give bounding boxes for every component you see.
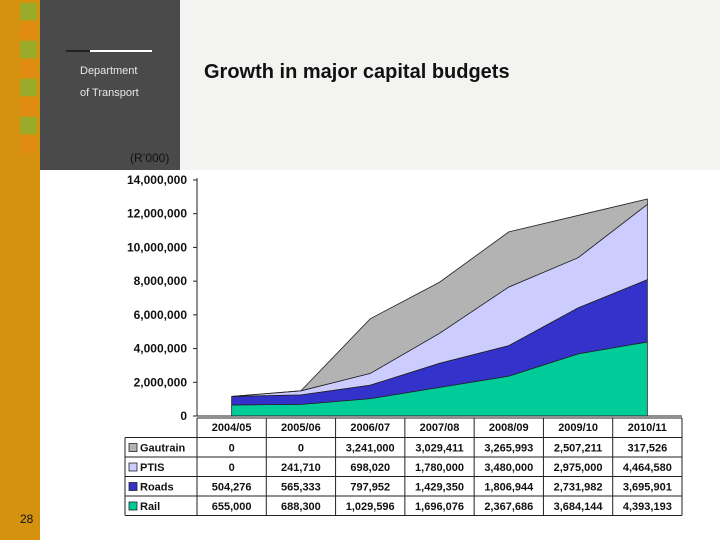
decor-square — [20, 22, 37, 39]
x-tick-label: 2009/10 — [558, 422, 598, 434]
data-label: 2,367,686 — [484, 501, 533, 513]
x-tick-label: 2008/09 — [489, 422, 529, 434]
data-label: 3,695,901 — [623, 482, 672, 494]
legend-label: Rail — [140, 501, 160, 513]
data-label: 0 — [298, 443, 304, 455]
department-rule — [66, 50, 152, 52]
y-tick-label: 8,000,000 — [134, 274, 188, 288]
x-tick-label: 2006/07 — [350, 422, 390, 434]
data-label: 1,029,596 — [346, 501, 395, 513]
legend-label: Gautrain — [140, 443, 186, 455]
decor-square — [20, 41, 37, 58]
y-tick-label: 6,000,000 — [134, 308, 188, 322]
data-label: 3,684,144 — [554, 501, 604, 513]
y-tick-label: 4,000,000 — [134, 342, 188, 356]
y-tick-label: 0 — [180, 409, 187, 423]
area-gautrain — [231, 198, 648, 397]
unit-label: (R’000) — [130, 151, 170, 165]
decor-square — [20, 117, 37, 134]
data-label: 1,806,944 — [484, 482, 534, 494]
data-label: 317,526 — [627, 443, 667, 455]
data-label: 4,393,193 — [623, 501, 672, 513]
page-title: Growth in major capital budgets — [204, 61, 510, 83]
data-label: 504,276 — [212, 482, 252, 494]
legend-swatch — [128, 462, 138, 472]
data-label: 2,507,211 — [554, 443, 602, 455]
x-tick-label: 2010/11 — [628, 422, 667, 434]
y-axis: 0 2,000,000 4,000,000 6,000,000 8,000,000 10,… — [127, 173, 682, 423]
data-table: 2004/05 2005/06 2006/07 2007/08 2008/09 2009/… — [124, 417, 683, 516]
decor-square — [20, 79, 37, 96]
y-tick-label: 12,000,000 — [127, 207, 187, 221]
x-tick-label: 2004/05 — [212, 422, 252, 434]
slide-number: 28 — [20, 512, 34, 526]
legend-swatch — [128, 501, 138, 511]
department-label: Department — [80, 65, 138, 77]
decor-square — [20, 3, 37, 20]
y-tick-label: 14,000,000 — [127, 173, 187, 187]
data-label: 3,029,411 — [415, 443, 463, 455]
decor-square — [20, 136, 37, 153]
legend-swatch — [128, 482, 138, 491]
data-label: 2,975,000 — [554, 462, 603, 474]
data-label: 565,333 — [281, 482, 321, 494]
data-label: 1,780,000 — [415, 462, 464, 474]
department-label-2: of Transport — [80, 87, 139, 99]
data-label: 1,696,076 — [415, 501, 464, 513]
data-label: 4,464,580 — [623, 462, 672, 474]
data-label: 2,731,982 — [554, 482, 603, 494]
y-tick-label: 2,000,000 — [134, 375, 188, 389]
plot-area — [231, 198, 648, 417]
data-label: 688,300 — [281, 501, 321, 513]
data-label: 3,480,000 — [484, 462, 533, 474]
legend-label: Roads — [140, 482, 174, 494]
decor-square — [20, 60, 37, 77]
data-label: 797,952 — [350, 482, 390, 494]
data-label: 655,000 — [212, 501, 252, 513]
decor-square — [20, 98, 37, 115]
x-tick-label: 2007/08 — [420, 422, 460, 434]
data-label: 3,265,993 — [484, 443, 533, 455]
data-label: 0 — [229, 443, 235, 455]
legend-label: PTIS — [140, 462, 164, 474]
map-background — [180, 0, 720, 170]
y-tick-label: 10,000,000 — [127, 240, 187, 254]
x-tick-label: 2005/06 — [281, 422, 321, 434]
data-label: 241,710 — [281, 462, 321, 474]
data-label: 698,020 — [350, 462, 390, 474]
data-label: 0 — [229, 462, 235, 474]
data-label: 3,241,000 — [346, 443, 395, 455]
department-panel — [40, 0, 180, 170]
department-rule-accent — [66, 50, 90, 52]
legend-swatch — [128, 443, 138, 452]
data-label: 1,429,350 — [415, 482, 464, 494]
